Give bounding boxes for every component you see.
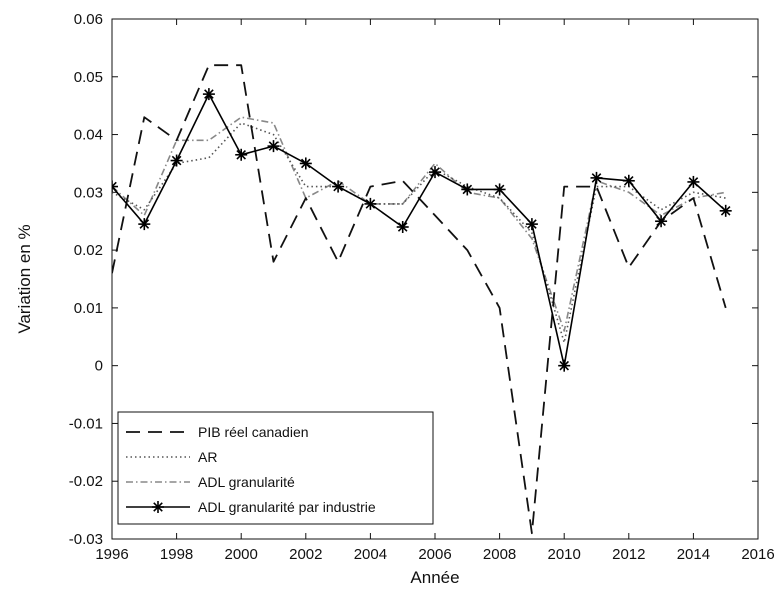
legend-label: ADL granularité	[198, 474, 295, 490]
series-2	[112, 116, 726, 332]
legend-label: ADL granularité par industrie	[198, 499, 376, 515]
data-point-marker	[429, 166, 441, 179]
series-line	[112, 116, 726, 332]
data-point-marker	[235, 148, 248, 161]
marker-stroke	[204, 89, 214, 99]
series-layer	[112, 64, 732, 535]
marker-stroke	[656, 216, 666, 227]
marker-stroke	[591, 173, 602, 183]
data-point-marker	[112, 180, 118, 193]
y-tick-label: 0.03	[74, 184, 103, 201]
data-point-marker	[299, 157, 312, 170]
y-tick-label: 0.01	[74, 300, 103, 317]
legend-label: PIB réel canadien	[198, 424, 309, 440]
data-point-marker	[655, 215, 668, 228]
x-tick-label: 2000	[225, 546, 258, 563]
x-tick-label: 2014	[677, 546, 710, 563]
data-point-marker	[202, 88, 215, 101]
x-tick-label: 2006	[418, 546, 451, 563]
marker-stroke	[494, 184, 505, 195]
marker-stroke	[333, 181, 343, 192]
x-tick-label: 2008	[483, 546, 516, 563]
x-axis-title: Année	[410, 568, 459, 587]
marker-stroke	[139, 219, 150, 229]
x-tick-label: 2012	[612, 546, 645, 563]
data-point-marker	[493, 183, 506, 196]
series-3	[112, 88, 732, 372]
marker-stroke	[397, 222, 408, 232]
y-tick-label: -0.01	[69, 415, 103, 432]
y-tick-label: 0.02	[74, 242, 103, 259]
axis-ticks: 1996 1998 2000 2002 2004 2006 2008 2010 2012 2014…	[69, 11, 775, 563]
y-tick-label: -0.03	[69, 531, 103, 548]
legend-label: AR	[198, 449, 217, 465]
data-point-marker	[332, 180, 345, 193]
x-tick-label: 2004	[354, 546, 387, 563]
data-point-marker	[590, 171, 603, 184]
data-point-marker	[267, 140, 280, 153]
data-point-marker	[396, 221, 409, 233]
data-point-marker	[558, 359, 571, 372]
marker-stroke	[112, 185, 117, 192]
data-point-marker	[152, 501, 164, 513]
data-point-marker	[364, 197, 377, 210]
marker-stroke	[430, 167, 440, 177]
x-tick-label: 2010	[548, 546, 581, 563]
marker-stroke	[300, 158, 311, 169]
y-tick-label: 0.04	[74, 127, 103, 144]
y-tick-label: 0.05	[74, 69, 103, 86]
marker-stroke	[153, 502, 163, 512]
marker-stroke	[112, 181, 117, 188]
marker-stroke	[462, 184, 473, 195]
marker-stroke	[623, 175, 634, 186]
data-point-marker	[719, 204, 732, 217]
y-tick-label: 0	[95, 358, 103, 375]
y-tick-label: -0.02	[69, 473, 103, 490]
marker-stroke	[527, 219, 537, 229]
legend: PIB réel canadien AR ADL granularité ADL gr…	[117, 411, 434, 525]
y-axis-title: Variation en %	[15, 224, 34, 333]
data-point-marker	[461, 183, 474, 196]
marker-stroke	[688, 177, 699, 187]
data-point-marker	[138, 218, 151, 231]
marker-stroke	[559, 360, 570, 371]
x-tick-label: 1996	[95, 546, 128, 563]
data-point-marker	[622, 174, 635, 187]
marker-stroke	[236, 149, 247, 160]
data-point-marker	[525, 218, 538, 231]
data-point-marker	[170, 154, 183, 167]
data-point-marker	[687, 175, 700, 188]
marker-stroke	[171, 155, 182, 166]
x-tick-label: 1998	[160, 546, 193, 563]
legend-box	[117, 411, 434, 525]
y-tick-label: 0.06	[74, 11, 103, 28]
marker-stroke	[268, 141, 279, 151]
marker-stroke	[365, 199, 376, 209]
x-tick-label: 2002	[289, 546, 322, 563]
x-tick-label: 2016	[741, 546, 774, 563]
marker-stroke	[720, 206, 731, 216]
